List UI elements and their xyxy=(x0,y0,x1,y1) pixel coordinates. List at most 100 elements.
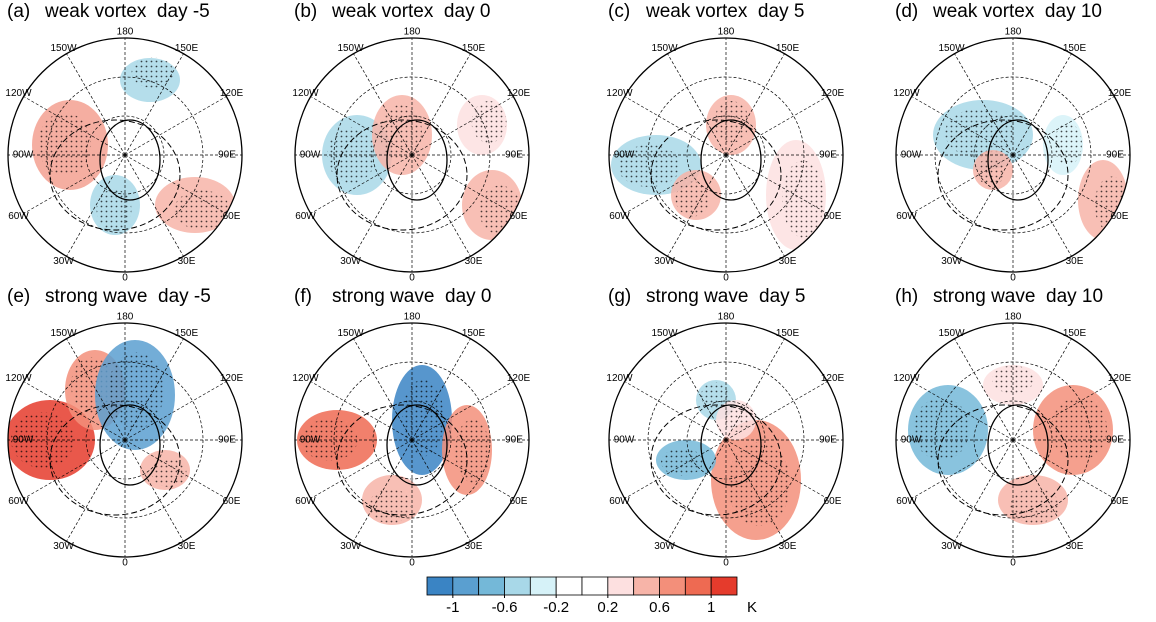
meridian xyxy=(954,53,1014,156)
longitude-label: 0 xyxy=(1010,273,1016,284)
meridian xyxy=(310,154,413,214)
contour xyxy=(700,119,762,201)
panel-title: weak vortex day -5 xyxy=(44,1,210,22)
longitude-label: 60E xyxy=(510,496,528,507)
longitude-label: 180 xyxy=(117,27,134,38)
longitude-label: 120W xyxy=(5,88,32,99)
longitude-label: 120W xyxy=(893,373,920,384)
map-panel: 180 150E 120E 90E 60E 30E 0 30W 60W 90W 120W 150W (e… xyxy=(5,286,243,569)
longitude-label: 60E xyxy=(1111,211,1129,222)
significance-stipple xyxy=(723,404,751,432)
meridian xyxy=(411,154,471,257)
map-boundary xyxy=(294,37,530,273)
longitude-label: 90W xyxy=(13,435,34,446)
longitude-label: 30W xyxy=(53,541,74,552)
colorbar-tick-label: 1 xyxy=(707,599,715,616)
significance-stipple xyxy=(661,448,703,476)
longitude-label: 90E xyxy=(819,435,837,446)
longitude-label: 30E xyxy=(178,541,196,552)
longitude-label: 180 xyxy=(718,27,735,38)
longitude-label: 30W xyxy=(53,256,74,267)
longitude-label: 90E xyxy=(819,150,837,161)
longitude-label: 30E xyxy=(779,541,797,552)
meridian xyxy=(1012,154,1072,257)
colorbar-box xyxy=(581,576,609,596)
longitude-label: 120E xyxy=(507,373,531,384)
meridian xyxy=(667,439,727,542)
longitude-label: 30E xyxy=(779,256,797,267)
longitude-label: 90W xyxy=(300,150,321,161)
longitude-label: 150W xyxy=(337,43,364,54)
significance-stipple xyxy=(380,105,422,161)
meridian xyxy=(124,96,227,156)
latitude-circle xyxy=(85,115,165,195)
meridian xyxy=(954,338,1014,441)
longitude-label: 150W xyxy=(938,43,965,54)
longitude-label: 90W xyxy=(13,150,34,161)
meridian xyxy=(124,338,184,441)
panel-title: strong wave day 5 xyxy=(646,286,805,307)
longitude-label: 120E xyxy=(507,88,531,99)
longitude-label: 150W xyxy=(938,328,965,339)
colorbar-box xyxy=(710,576,738,596)
longitude-label: 30W xyxy=(340,256,361,267)
longitude-label: 90W xyxy=(901,435,922,446)
meridian xyxy=(411,381,514,441)
map-boundary xyxy=(895,322,1131,558)
longitude-label: 120W xyxy=(893,88,920,99)
longitude-label: 120E xyxy=(220,88,244,99)
panel-title: strong wave day 10 xyxy=(933,286,1103,307)
panel-title: strong wave day 0 xyxy=(332,286,491,307)
longitude-label: 150W xyxy=(50,43,77,54)
meridian xyxy=(1012,439,1115,499)
longitude-label: 90E xyxy=(1106,150,1124,161)
panel-label: (a) xyxy=(7,1,30,22)
meridian xyxy=(353,439,413,542)
contour xyxy=(987,119,1049,201)
significance-stipple xyxy=(1054,123,1082,165)
panel-title: strong wave day -5 xyxy=(45,286,211,307)
meridian xyxy=(1012,96,1115,156)
meridian xyxy=(624,439,727,499)
longitude-label: 180 xyxy=(117,312,134,323)
contour xyxy=(49,119,181,231)
contour xyxy=(937,404,1069,516)
longitude-label: 150E xyxy=(175,43,199,54)
meridian xyxy=(310,96,413,156)
longitude-label: 90E xyxy=(218,150,236,161)
colorbar-unit: K xyxy=(747,599,757,616)
meridian xyxy=(124,154,227,214)
contour xyxy=(386,404,448,486)
longitude-label: 60E xyxy=(223,496,241,507)
meridian xyxy=(23,439,126,499)
longitude-label: 120E xyxy=(1108,373,1132,384)
significance-stipple xyxy=(455,419,490,483)
contour xyxy=(700,404,762,486)
latitude-circle xyxy=(372,115,452,195)
contour xyxy=(650,119,782,231)
longitude-label: 60W xyxy=(8,496,29,507)
map-field xyxy=(8,340,190,516)
map-panel: 180 150E 120E 90E 60E 30E 0 30W 60W 90W 120W 150W (f… xyxy=(292,286,530,569)
contour xyxy=(99,404,161,486)
significance-stipple xyxy=(977,157,1005,186)
longitude-label: 90E xyxy=(1106,435,1124,446)
latitude-circle xyxy=(973,400,1053,480)
longitude-label: 90E xyxy=(505,435,523,446)
meridian xyxy=(411,154,514,214)
meridian xyxy=(624,154,727,214)
longitude-label: 90W xyxy=(300,435,321,446)
longitude-label: 30W xyxy=(941,541,962,552)
colorbar-box xyxy=(504,576,531,596)
panel-label: (c) xyxy=(608,1,630,22)
meridian xyxy=(1012,154,1115,214)
latitude-circle xyxy=(85,400,165,480)
map-field xyxy=(322,95,522,240)
meridian xyxy=(667,53,727,156)
meridian xyxy=(725,338,785,441)
map-panel: 180 150E 120E 90E 60E 30E 0 30W 60W 90W 120W 150W (h… xyxy=(893,286,1131,569)
latitude-circle xyxy=(973,115,1053,195)
longitude-label: 180 xyxy=(404,312,421,323)
meridian xyxy=(411,439,514,499)
